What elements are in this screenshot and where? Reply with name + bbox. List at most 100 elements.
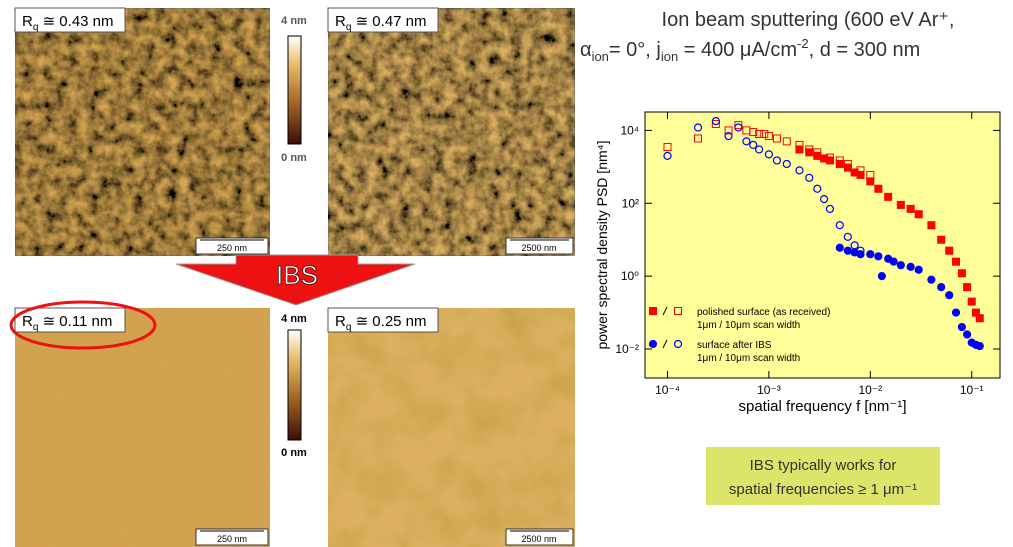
marker (963, 283, 972, 292)
marker (819, 195, 829, 204)
text: = 400 μA/cm (678, 39, 797, 61)
y-tick-label: 10⁰ (621, 269, 639, 283)
marker (874, 252, 883, 261)
marker (782, 137, 791, 146)
text: ≅ 0.11 nm (38, 313, 112, 330)
marker (835, 156, 844, 165)
text: -2 (797, 36, 809, 51)
x-tick-label: 10⁻³ (757, 383, 781, 397)
legend-label: polished surface (as received) (697, 307, 830, 318)
text: ≅ 0.43 nm (38, 13, 113, 30)
marker (850, 241, 859, 250)
marker (906, 204, 915, 213)
marker (856, 166, 865, 175)
marker (649, 307, 657, 315)
marker (724, 131, 733, 141)
label-box (327, 307, 439, 333)
title: Ion beam sputtering (600 eV Ar⁺, (662, 9, 955, 31)
marker (663, 151, 672, 160)
marker (884, 192, 893, 201)
marker (835, 243, 844, 252)
marker (896, 261, 905, 270)
text: q (33, 22, 39, 33)
marker (866, 250, 875, 259)
marker (805, 173, 814, 182)
marker (967, 297, 976, 306)
marker (856, 170, 865, 179)
marker (805, 145, 814, 154)
y-tick-label: 10² (622, 196, 639, 210)
x-tick-label: 10⁻² (858, 383, 882, 397)
marker (914, 210, 923, 219)
text: q (33, 322, 39, 333)
text: ≅ 0.47 nm (351, 13, 426, 30)
marker (825, 153, 834, 162)
marker (889, 257, 898, 266)
marker (693, 123, 703, 132)
marker (772, 156, 782, 165)
text: = 0°, j (609, 39, 661, 61)
marker (896, 200, 905, 209)
colorbar (287, 35, 302, 145)
marker (927, 221, 936, 230)
marker (772, 134, 781, 143)
marker (866, 170, 875, 179)
marker (927, 275, 936, 284)
legend-sublabel: 1μm / 10μm scan width (697, 353, 800, 364)
marker (957, 322, 967, 332)
text: ion (661, 49, 678, 64)
scale-bars: 250 nm 2500 nm 250 nm 2500 nm (195, 237, 574, 546)
marker (843, 232, 852, 241)
marker (813, 184, 822, 193)
legend-slash (662, 306, 668, 316)
afm-image (15, 308, 270, 547)
marker (724, 126, 733, 135)
label-box (14, 307, 126, 333)
y-tick-label: 10⁻² (615, 342, 639, 356)
rq-label: Rq ≅ 0.43 nm (22, 13, 114, 33)
marker (674, 307, 682, 315)
plot-frame (644, 111, 1001, 379)
colorbar (287, 329, 302, 441)
marker (906, 262, 915, 271)
marker (694, 134, 703, 143)
text: ≅ 0.25 nm (351, 313, 426, 330)
y-tick-label: 10⁴ (620, 123, 639, 137)
marker (749, 128, 758, 137)
marker (856, 246, 865, 255)
text: R (335, 13, 346, 30)
marker (764, 150, 774, 159)
marker (795, 145, 804, 154)
legend-sublabel: 1μm / 10μm scan width (697, 320, 800, 331)
marker (877, 272, 886, 281)
scale-box (505, 528, 574, 546)
colorbar-label: 4 nm (281, 15, 307, 27)
colorbar-label: 0 nm (281, 447, 307, 459)
marker (795, 166, 804, 175)
marker (711, 117, 720, 126)
marker (937, 283, 946, 292)
marker (648, 339, 658, 349)
marker (825, 156, 834, 165)
marker (813, 148, 822, 157)
marker (843, 159, 852, 168)
arrow (175, 254, 416, 306)
marker (825, 204, 835, 214)
legend-slash (662, 339, 668, 349)
colorbar-label: 0 nm (281, 152, 307, 164)
text: R (335, 313, 346, 330)
marker (962, 330, 972, 339)
marker (945, 246, 954, 255)
label-box (14, 7, 126, 33)
arrow-label: IBS (276, 260, 318, 290)
rq-label: Rq ≅ 0.11 nm (22, 313, 112, 333)
marker (914, 265, 923, 274)
note-text: spatial frequencies ≥ 1 μm⁻¹ (729, 481, 917, 498)
marker (782, 159, 791, 169)
chart: 10⁻⁴ 10⁻³ 10⁻² 10⁻¹ 10⁻² 10⁰ 10² 10⁴ spatial fre… (594, 111, 1001, 415)
text: ion (592, 49, 609, 64)
label-box (327, 7, 439, 33)
x-tick-label: 10⁻¹ (960, 383, 984, 397)
marker (663, 143, 672, 152)
